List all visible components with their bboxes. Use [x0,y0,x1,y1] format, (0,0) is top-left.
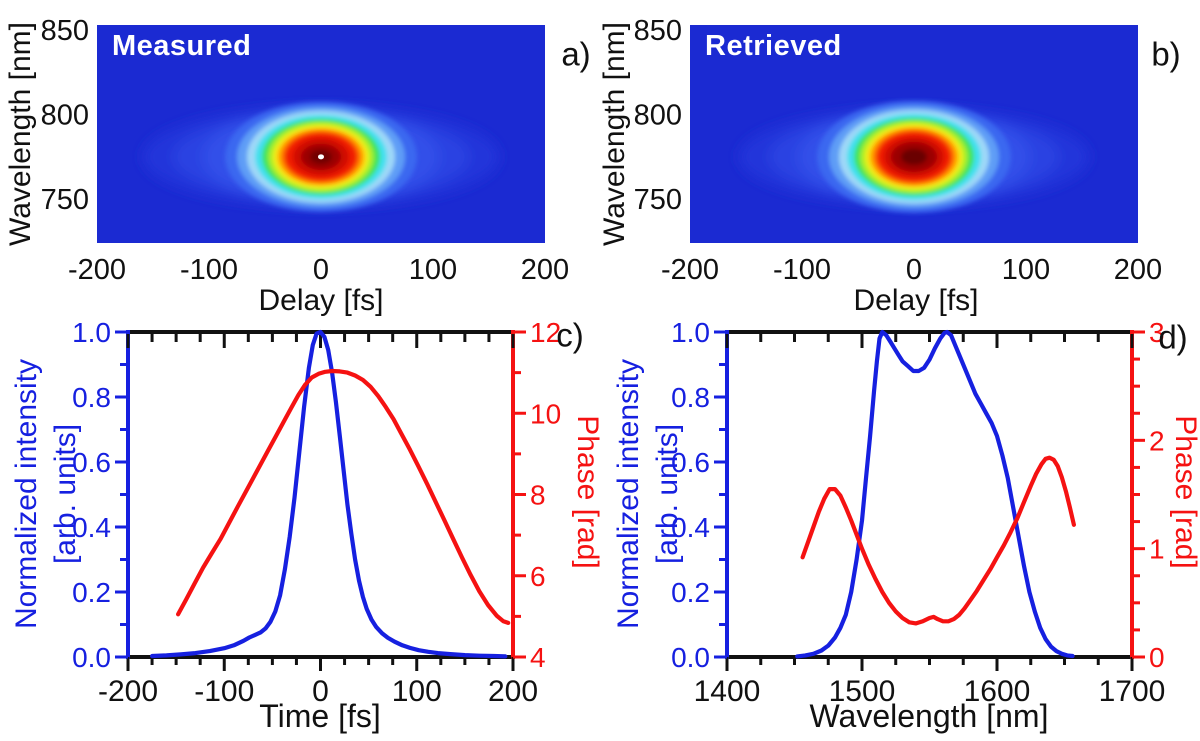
x-tick-label: -100 [180,254,238,286]
spectral-phase-curve [800,455,1076,626]
x-tick-label: -100 [773,254,831,286]
retrieved-blob [739,100,1089,213]
panel-b-tag: b) [1151,35,1181,73]
panel-d-tag: d) [1158,318,1188,356]
x-tick-label: -100 [194,675,254,708]
y-tick-label: 750 [41,184,89,216]
x-tick-label: 0 [906,254,922,286]
right-tick-label: 3 [1149,317,1165,348]
y-tick-label: 750 [634,184,682,216]
left-tick-label: 0.4 [72,512,111,543]
left-tick-label: 0.4 [671,512,710,543]
retrieved-yaxis-title: Wavelength [nm] [598,22,631,246]
left-tick-label: 0.0 [671,642,710,673]
x-tick-label: 100 [1002,254,1050,286]
retrieved-xaxis-title: Delay [fs] [853,284,979,317]
x-tick-label: 200 [521,254,569,286]
retrieved-panel-title: Retrieved [705,30,842,62]
temporal-xaxis-title: Time [fs] [259,698,381,734]
temporal-left-axis-title-line1: Normalized intensity [10,358,43,630]
left-tick-label: 0.6 [72,447,111,478]
x-tick-label: -200 [98,675,158,708]
temporal-intensity-curve [150,329,508,659]
right-tick-label: 6 [530,561,546,592]
y-tick-label: 850 [41,15,89,47]
measured-xaxis-title: Delay [fs] [258,284,384,317]
x-tick-label: 1600 [964,675,1031,708]
temporal-left-axis-title-line2: [arb. units] [49,423,82,565]
x-tick-label: 1400 [694,675,761,708]
temporal-chart: -200 -100 0 100 200 0.0 0.2 0.4 0.6 0.8 1.0 4 6 8 10 12 [72,317,561,708]
panel-c-tag: c) [556,316,584,354]
right-tick-label: 8 [530,480,546,511]
x-tick-label: 0 [313,254,329,286]
spectrogram-measured: -200 -100 0 100 200 850 800 750 [41,15,570,286]
panel-a-tag: a) [561,35,591,73]
spectral-chart: 1400 1500 1600 1700 0.0 0.2 0.4 0.6 0.8 1.0 0 1 2 3 [671,317,1166,708]
x-tick-label: -200 [661,254,719,286]
x-tick-label: 1500 [829,675,896,708]
left-tick-label: 0.8 [72,382,111,413]
spectral-xaxis-title: Wavelength [nm] [809,698,1049,734]
right-tick-label: 2 [1149,425,1165,456]
x-tick-label: -200 [68,254,126,286]
x-tick-label: 1700 [1099,675,1166,708]
x-tick-label: 200 [1114,254,1162,286]
spectrogram-retrieved: -200 -100 0 100 200 850 800 750 [634,15,1163,286]
x-tick-label: 0 [312,675,329,708]
right-tick-label: 4 [530,642,546,673]
spectral-intensity-curve [795,329,1075,659]
measured-blob [143,101,499,212]
temporal-phase-curve [176,368,511,625]
right-tick-label: 10 [530,398,561,429]
y-tick-label: 800 [41,100,89,132]
temporal-right-axis-title: Phase [rad] [571,415,604,569]
left-tick-label: 0.6 [671,447,710,478]
right-tick-label: 0 [1149,642,1165,673]
right-tick-label: 1 [1149,534,1165,565]
left-tick-label: 0.2 [72,577,111,608]
left-tick-label: 0.0 [72,642,111,673]
spectral-left-axis-title-line1: Normalized intensity [612,358,645,630]
measured-panel-title: Measured [112,30,252,62]
y-tick-label: 800 [634,100,682,132]
measured-yaxis-title: Wavelength [nm] [4,22,37,246]
left-tick-label: 1.0 [671,317,710,348]
spectral-left-axis-title-line2: [arb. units] [651,423,684,565]
x-tick-label: 100 [409,254,457,286]
y-tick-label: 850 [634,15,682,47]
right-tick-label: 12 [530,317,561,348]
left-tick-label: 0.2 [671,577,710,608]
x-tick-label: 200 [488,675,538,708]
x-tick-label: 100 [392,675,442,708]
spectral-right-axis-title: Phase [rad] [1169,415,1200,569]
left-tick-label: 1.0 [72,317,111,348]
peak-marker-dot [318,154,324,160]
left-tick-label: 0.8 [671,382,710,413]
